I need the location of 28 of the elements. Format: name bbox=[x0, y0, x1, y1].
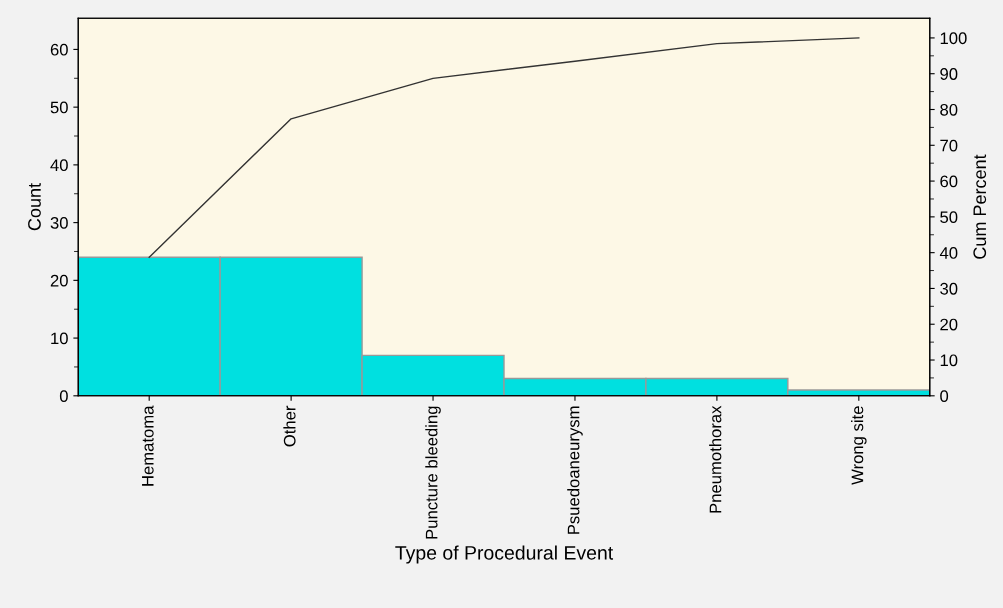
y-tick-label: 30 bbox=[50, 217, 68, 229]
y2-axis-title: Cum Percent bbox=[973, 154, 987, 259]
y2-tick-label: 100 bbox=[940, 32, 967, 45]
x-tick-label: Psuedoaneurysm bbox=[567, 406, 583, 534]
y-axis-title: Count bbox=[28, 183, 41, 231]
line-series bbox=[148, 37, 860, 259]
y-tick-label: 40 bbox=[50, 159, 68, 172]
x-tick-label: Puncture bleeding bbox=[425, 406, 441, 539]
y2-tick-label: 50 bbox=[940, 211, 958, 224]
y-tick-label: 0 bbox=[59, 390, 68, 403]
y2-tick-label: 40 bbox=[939, 247, 958, 259]
y2-tick-label: 0 bbox=[940, 390, 949, 403]
y2-tick-label: 10 bbox=[940, 354, 958, 367]
y2-tick-label: 20 bbox=[940, 318, 958, 331]
y-tick-label: 60 bbox=[50, 43, 68, 56]
y2-tick-label: 80 bbox=[940, 103, 958, 116]
x-tick-label: Other bbox=[283, 405, 296, 447]
y2-tick-label: 90 bbox=[940, 68, 958, 80]
y-tick-label: 20 bbox=[50, 274, 68, 287]
x-tick-label: Hematoma bbox=[142, 405, 154, 486]
y2-tick-label: 60 bbox=[940, 175, 958, 188]
y-tick-label: 50 bbox=[50, 101, 68, 114]
x-axis-title: Type of Procedural Event bbox=[395, 545, 614, 564]
x-tick-label: Wrong site bbox=[851, 406, 867, 485]
y-tick-label: 10 bbox=[51, 332, 68, 345]
y2-tick-label: 70 bbox=[940, 139, 958, 152]
y2-tick-label: 30 bbox=[940, 282, 958, 295]
x-tick-label: Pneumothorax bbox=[709, 405, 722, 513]
